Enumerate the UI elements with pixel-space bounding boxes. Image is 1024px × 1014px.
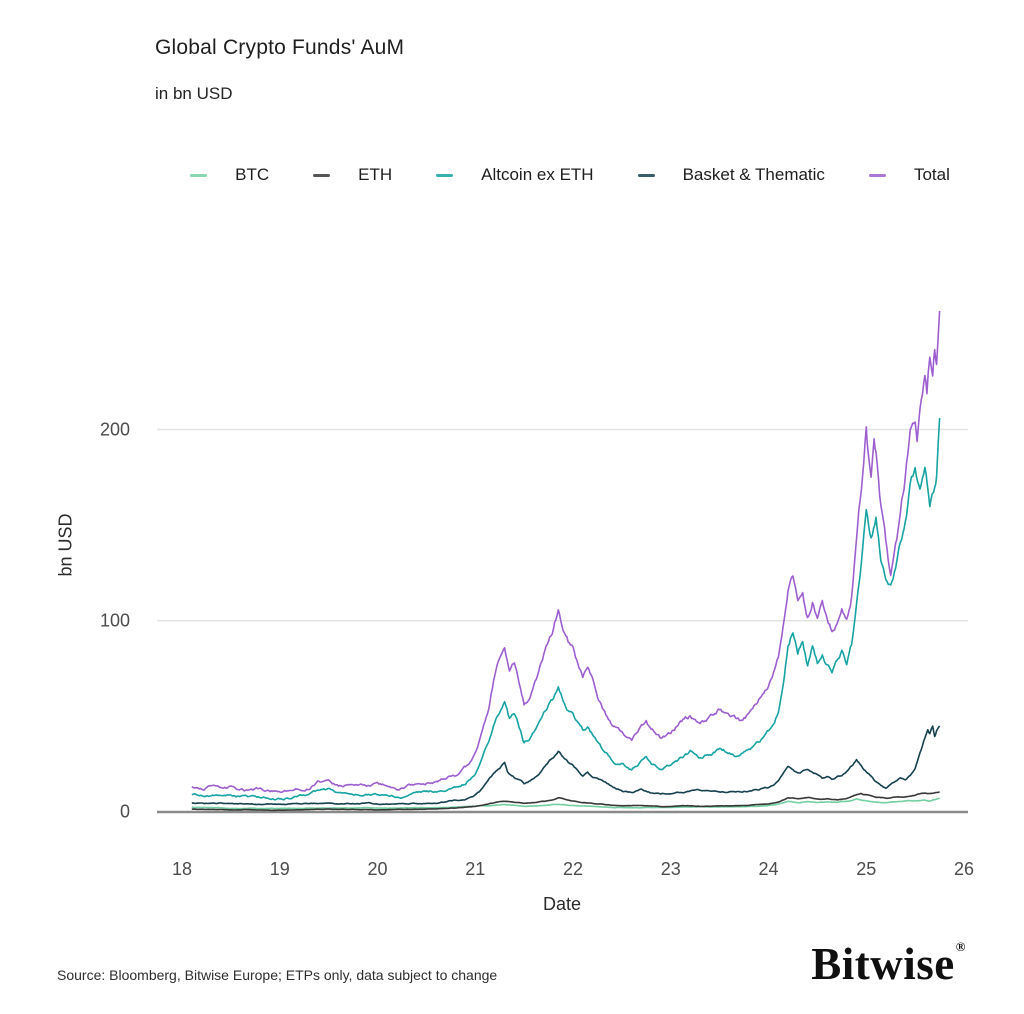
x-tick-label: 25 <box>856 859 877 879</box>
x-tick-label: 22 <box>562 859 584 879</box>
series-line-total <box>191 310 941 794</box>
legend-label-btc: BTC <box>235 165 270 184</box>
chart-title: Global Crypto Funds' AuM <box>155 36 405 59</box>
series-line-basket-thematic <box>191 725 941 806</box>
x-tick-label: 18 <box>171 859 193 879</box>
legend-label-total: Total <box>913 165 950 184</box>
legend-label-altcoin-ex-eth: Altcoin ex ETH <box>481 165 594 184</box>
bitwise-logo-text: Bitwise <box>811 939 955 989</box>
x-tick-label: 20 <box>367 859 388 879</box>
legend-dash-icon-total <box>868 173 886 177</box>
x-tick-label: 19 <box>269 859 290 879</box>
chart-subtitle: in bn USD <box>155 84 233 103</box>
x-tick-label: 26 <box>953 859 975 879</box>
y-tick-label: 0 <box>119 801 130 822</box>
legend-dash-icon-eth <box>313 173 331 177</box>
legend-dash-icon-basket-thematic <box>637 173 655 177</box>
legend-item-basket-thematic: Basket & Thematic <box>637 165 825 185</box>
source-note: Source: Bloomberg, Bitwise Europe; ETPs … <box>57 967 498 983</box>
series-line-eth <box>191 791 940 812</box>
series-line-btc <box>191 797 940 810</box>
legend-label-eth: ETH <box>358 165 393 184</box>
y-tick-label: 100 <box>99 610 130 631</box>
legend-dash-icon-btc <box>190 173 208 177</box>
registered-trademark-icon: ® <box>955 939 966 954</box>
x-tick-label: 23 <box>660 859 681 879</box>
legend-item-eth: ETH <box>313 165 392 185</box>
x-tick-label: 21 <box>465 859 486 879</box>
series-line-altcoin-ex-eth <box>191 417 941 801</box>
legend-dash-icon-altcoin-ex-eth <box>436 173 454 177</box>
bitwise-logo: Bitwise® <box>811 938 966 990</box>
legend: BTC ETH Altcoin ex ETH Basket & Thematic Tot… <box>150 160 990 190</box>
legend-label-basket-thematic: Basket & Thematic <box>682 165 825 184</box>
y-tick-label: 200 <box>99 419 130 439</box>
legend-item-btc: BTC <box>190 165 269 185</box>
x-tick-label: 24 <box>758 859 779 879</box>
legend-item-altcoin-ex-eth: Altcoin ex ETH <box>436 165 594 185</box>
x-axis-title: Date <box>542 894 582 914</box>
legend-item-total: Total <box>868 165 950 185</box>
